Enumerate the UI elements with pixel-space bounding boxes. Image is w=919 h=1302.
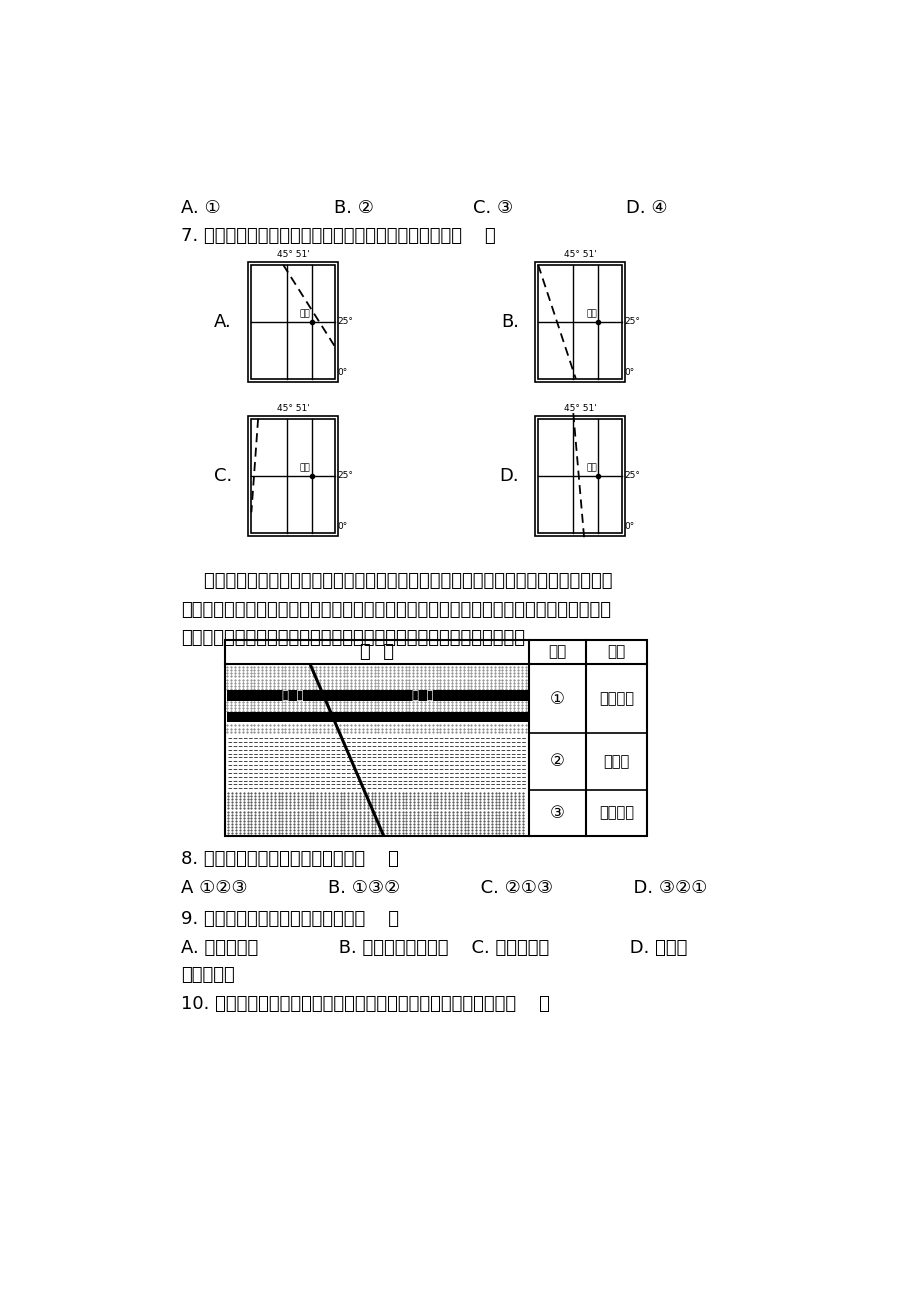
- Text: 煤  层: 煤 层: [411, 689, 433, 702]
- Text: 45° 51': 45° 51': [563, 405, 596, 414]
- Text: C.: C.: [213, 467, 232, 484]
- Text: ③: ③: [550, 803, 564, 822]
- Text: 多哈: 多哈: [299, 464, 310, 473]
- Bar: [226, 690, 527, 700]
- Text: A. ①: A. ①: [181, 199, 221, 216]
- Text: 顶  层: 顶 层: [282, 689, 303, 702]
- Text: 25°: 25°: [337, 471, 353, 480]
- Bar: [251, 264, 335, 379]
- Text: 岩层: 岩层: [548, 644, 566, 660]
- Text: A.: A.: [214, 312, 232, 331]
- Text: 多哈: 多哈: [299, 310, 310, 319]
- Text: 0°: 0°: [623, 368, 634, 378]
- Text: D.: D.: [499, 467, 518, 484]
- Text: 某中学地理课题组在研究某煎矿地质构造模型（下图）后发现，煎矿断层活动导致岂层: 某中学地理课题组在研究某煎矿地质构造模型（下图）后发现，煎矿断层活动导致岂层: [181, 572, 612, 590]
- Text: 多哈: 多哈: [585, 464, 596, 473]
- Text: 0°: 0°: [623, 522, 634, 531]
- Text: 45° 51': 45° 51': [277, 250, 310, 259]
- Text: C. ③: C. ③: [472, 199, 513, 216]
- Text: 0°: 0°: [337, 522, 347, 531]
- Bar: [251, 419, 335, 533]
- Text: D. ④: D. ④: [626, 199, 667, 216]
- Text: 砂质泥岩: 砂质泥岩: [598, 691, 633, 706]
- Text: 9. 该煎矿断层形成的主要作用力是（    ）: 9. 该煎矿断层形成的主要作用力是（ ）: [181, 910, 399, 928]
- Bar: [538, 419, 621, 533]
- Text: B. ②: B. ②: [334, 199, 373, 216]
- Text: 煎时期形成的易燃气体）突发事件多发的重要原因。据此完成下面小题。: 煎时期形成的易燃气体）突发事件多发的重要原因。据此完成下面小题。: [181, 629, 525, 647]
- Text: 45° 51': 45° 51': [277, 405, 310, 414]
- Text: ②: ②: [550, 753, 564, 771]
- Bar: [248, 262, 338, 381]
- Bar: [225, 639, 647, 836]
- Text: 25°: 25°: [623, 318, 640, 327]
- Text: 7. 决赛开始时，地球表面的晨昏线（图中虚线）最接近（    ）: 7. 决赛开始时，地球表面的晨昏线（图中虚线）最接近（ ）: [181, 227, 495, 245]
- Text: B.: B.: [500, 312, 518, 331]
- Bar: [538, 264, 621, 379]
- Text: 25°: 25°: [337, 318, 353, 327]
- Bar: [226, 711, 527, 723]
- Bar: [535, 262, 624, 381]
- Text: 25°: 25°: [623, 471, 640, 480]
- Text: 多哈: 多哈: [585, 310, 596, 319]
- Text: A. 垂向挤压力              B. 水平挤压力、重力    C. 垂向拉张力              D. 水平拉: A. 垂向挤压力 B. 水平挤压力、重力 C. 垂向拉张力 D. 水平拉: [181, 939, 686, 957]
- Bar: [535, 415, 624, 536]
- Text: 中粒砂岩: 中粒砂岩: [598, 806, 633, 820]
- Text: 剖  面: 剖 面: [359, 643, 393, 661]
- Bar: [248, 415, 338, 536]
- Text: 0°: 0°: [337, 368, 347, 378]
- Text: 张力、重力: 张力、重力: [181, 966, 234, 983]
- Text: A ①②③              B. ①③②              C. ②①③              D. ③②①: A ①②③ B. ①③② C. ②①③ D. ③②①: [181, 879, 707, 897]
- Text: 10. 断层附近煎层巷道的掴进过程中，瓦斯突发事件多发的原因是（    ）: 10. 断层附近煎层巷道的掴进过程中，瓦斯突发事件多发的原因是（ ）: [181, 995, 550, 1013]
- Text: 发生了断裂并在水平方向和垂直方向拉开一段距离，也是导致煎层巷道掴进过程中瓦斯（成: 发生了断裂并在水平方向和垂直方向拉开一段距离，也是导致煎层巷道掴进过程中瓦斯（成: [181, 602, 610, 620]
- Text: 8. 图示屢层由新到老的排列顺序是（    ）: 8. 图示屢层由新到老的排列顺序是（ ）: [181, 850, 398, 868]
- Text: 45° 51': 45° 51': [563, 250, 596, 259]
- Text: 岩性: 岩性: [607, 644, 625, 660]
- Text: 玄武岩: 玄武岩: [603, 754, 630, 769]
- Text: ①: ①: [550, 690, 564, 708]
